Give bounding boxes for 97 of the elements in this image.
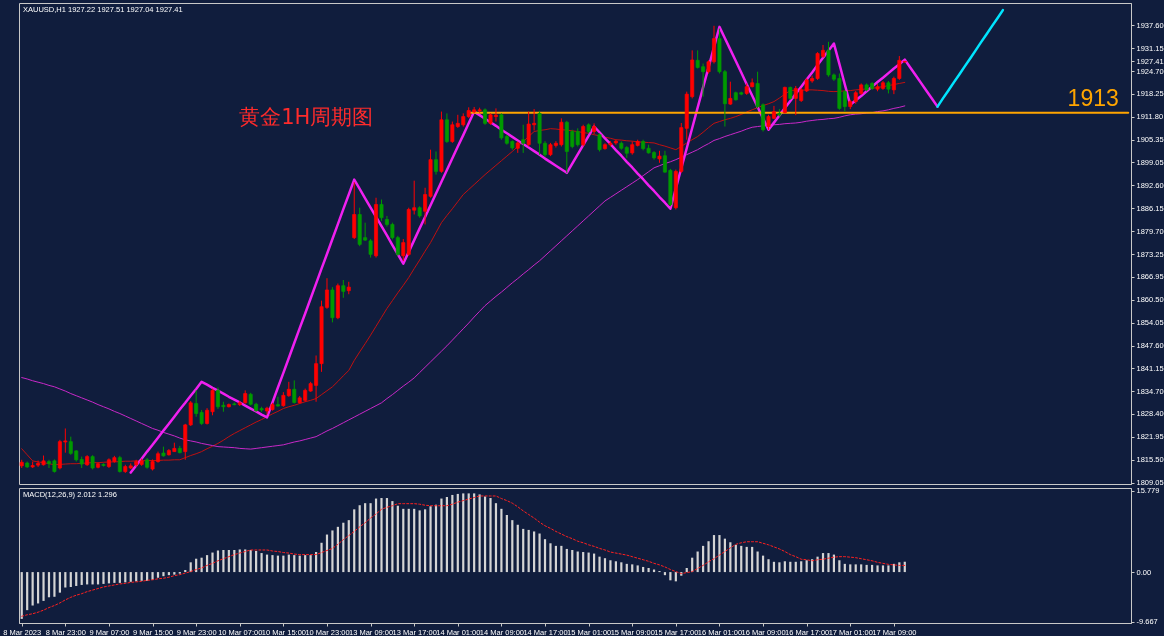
bar bbox=[309, 555, 312, 573]
bar bbox=[751, 546, 754, 573]
bar bbox=[881, 565, 885, 573]
bar bbox=[767, 559, 770, 573]
bar bbox=[565, 548, 568, 573]
bar bbox=[173, 572, 176, 575]
bar bbox=[647, 567, 650, 573]
bar bbox=[860, 564, 863, 573]
bar bbox=[374, 498, 378, 573]
bar bbox=[543, 539, 547, 573]
bar bbox=[91, 572, 94, 585]
bar bbox=[494, 503, 498, 573]
bar bbox=[816, 556, 819, 573]
bar bbox=[118, 572, 121, 583]
bar bbox=[783, 561, 786, 573]
bar bbox=[424, 509, 427, 573]
bar bbox=[26, 572, 29, 611]
bar bbox=[603, 558, 607, 573]
bar bbox=[614, 561, 617, 573]
bar bbox=[358, 505, 361, 573]
bar bbox=[47, 572, 51, 598]
bar bbox=[255, 551, 258, 573]
bar bbox=[511, 520, 514, 573]
bar bbox=[554, 545, 558, 573]
bar bbox=[527, 529, 530, 573]
bar bbox=[887, 565, 890, 573]
bar bbox=[849, 564, 852, 573]
bar bbox=[140, 572, 143, 581]
bar bbox=[609, 560, 612, 573]
bar bbox=[396, 505, 399, 573]
bar bbox=[135, 572, 138, 582]
bar bbox=[353, 509, 356, 573]
bar bbox=[331, 530, 334, 573]
bar bbox=[500, 508, 503, 573]
bar bbox=[571, 549, 574, 573]
bar bbox=[505, 515, 508, 573]
bar bbox=[407, 508, 410, 573]
bar bbox=[113, 572, 116, 583]
bar bbox=[740, 545, 743, 573]
bar bbox=[598, 556, 601, 573]
bar bbox=[53, 572, 56, 597]
bar bbox=[58, 572, 61, 593]
bar bbox=[320, 542, 323, 573]
bar bbox=[631, 564, 634, 573]
bar bbox=[445, 497, 448, 573]
bar bbox=[429, 506, 432, 573]
bar bbox=[418, 510, 421, 573]
bar bbox=[707, 541, 710, 573]
bar bbox=[854, 564, 857, 573]
bar bbox=[522, 528, 525, 573]
bar bbox=[402, 508, 405, 573]
bar bbox=[745, 546, 748, 573]
bar bbox=[538, 533, 541, 573]
bar bbox=[620, 562, 623, 573]
bar bbox=[827, 553, 830, 573]
bar bbox=[778, 562, 781, 573]
bar bbox=[838, 560, 841, 573]
bar bbox=[642, 566, 645, 573]
bar bbox=[462, 493, 465, 573]
bar bbox=[413, 508, 416, 573]
bar bbox=[473, 493, 476, 573]
bar bbox=[478, 494, 481, 573]
bar bbox=[489, 498, 492, 573]
bar bbox=[42, 572, 45, 601]
bar bbox=[734, 544, 737, 573]
bar bbox=[31, 572, 34, 606]
bar bbox=[636, 565, 639, 573]
bar bbox=[380, 498, 383, 573]
bar bbox=[304, 555, 307, 573]
bar bbox=[162, 572, 165, 577]
bar bbox=[222, 549, 225, 573]
bar bbox=[69, 572, 72, 587]
bar bbox=[805, 560, 808, 573]
bar bbox=[260, 553, 263, 573]
bar bbox=[582, 552, 585, 573]
bar bbox=[483, 496, 487, 573]
bar bbox=[560, 545, 563, 573]
bar bbox=[800, 561, 803, 573]
bar bbox=[36, 572, 40, 604]
bar bbox=[369, 503, 372, 573]
bar bbox=[549, 543, 552, 573]
bar bbox=[293, 555, 296, 573]
bar bbox=[385, 498, 389, 573]
bar bbox=[156, 572, 160, 578]
bar bbox=[64, 572, 67, 588]
bar bbox=[211, 552, 214, 573]
bar bbox=[440, 498, 443, 573]
bar bbox=[102, 572, 105, 584]
bar bbox=[271, 555, 274, 573]
bar bbox=[718, 535, 721, 573]
bar bbox=[516, 524, 519, 573]
bar bbox=[75, 572, 78, 586]
bar bbox=[129, 572, 132, 582]
bar bbox=[876, 565, 879, 573]
bar bbox=[467, 493, 470, 573]
bar bbox=[80, 572, 83, 585]
bar bbox=[533, 531, 536, 573]
